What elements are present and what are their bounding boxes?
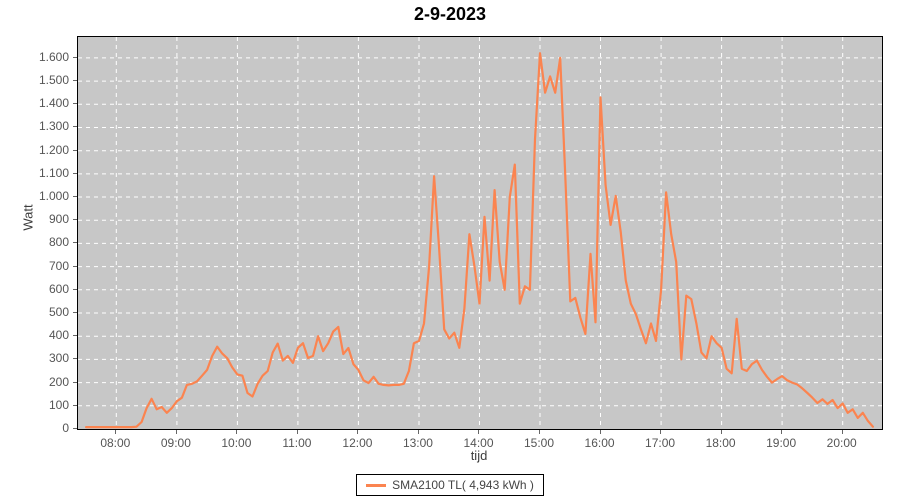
y-tick-mark — [73, 172, 77, 174]
y-tick-mark — [73, 428, 77, 429]
x-tick-mark — [236, 430, 238, 434]
y-tick-label: 1.300 — [38, 119, 69, 134]
x-tick-mark — [720, 430, 722, 434]
x-tick-label: 08:00 — [100, 436, 131, 450]
y-tick-mark — [73, 196, 77, 198]
y-tick-label: 900 — [48, 212, 69, 227]
y-tick-label: 1.500 — [38, 73, 69, 88]
y-tick-mark — [73, 288, 77, 290]
y-tick-label: 100 — [48, 397, 69, 412]
y-tick-mark — [73, 265, 77, 267]
legend-line-swatch — [366, 483, 387, 487]
y-tick-label: 200 — [48, 374, 69, 389]
x-tick-mark — [296, 430, 298, 434]
legend: SMA2100 TL( 4,943 kWh ) — [0, 474, 900, 496]
x-tick-mark — [841, 430, 843, 434]
x-tick-mark — [175, 430, 177, 434]
y-tick-mark — [73, 358, 77, 360]
x-tick-label: 19:00 — [766, 436, 797, 450]
x-tick-label: 18:00 — [705, 436, 736, 450]
x-tick-label: 11:00 — [282, 436, 312, 450]
legend-series-label: SMA2100 TL( 4,943 kWh ) — [392, 478, 534, 492]
y-tick-label: 400 — [48, 328, 69, 343]
y-tick-mark — [73, 103, 77, 105]
plot-area — [77, 36, 883, 430]
chart-title: 2-9-2023 — [413, 4, 487, 24]
x-tick-label: 15:00 — [524, 436, 555, 450]
x-tick-label: 16:00 — [584, 436, 615, 450]
y-tick-mark — [73, 335, 77, 337]
x-tick-mark — [357, 430, 359, 434]
x-tick-label: 14:00 — [463, 436, 494, 450]
x-tick-mark — [478, 430, 480, 434]
y-tick-label: 300 — [48, 351, 69, 366]
y-tick-label: 500 — [48, 305, 69, 320]
y-tick-mark — [73, 80, 77, 82]
y-tick-mark — [73, 312, 77, 314]
x-tick-mark — [781, 430, 783, 434]
y-tick-mark — [73, 126, 77, 128]
x-tick-label: 09:00 — [160, 436, 191, 450]
x-tick-label: 20:00 — [826, 436, 857, 450]
x-tick-mark — [115, 430, 117, 434]
y-tick-mark — [73, 242, 77, 244]
y-tick-label: 1.200 — [38, 142, 69, 157]
y-tick-label: 700 — [48, 258, 69, 273]
x-tick-label: 12:00 — [342, 436, 373, 450]
y-tick-mark — [73, 381, 77, 383]
x-tick-label: 13:00 — [402, 436, 433, 450]
y-tick-label: 1.100 — [38, 165, 69, 180]
y-tick-mark — [73, 56, 77, 58]
y-tick-label: 1.000 — [38, 189, 69, 204]
y-tick-label: 0 — [62, 421, 69, 435]
x-tick-mark — [417, 430, 419, 434]
x-tick-mark — [539, 430, 541, 434]
x-tick-mark — [660, 430, 662, 434]
x-tick-label: 10:00 — [221, 436, 252, 450]
y-tick-label: 1.600 — [38, 49, 69, 64]
x-axis-label: tijd — [470, 448, 488, 463]
y-tick-label: 1.400 — [38, 96, 69, 111]
y-tick-mark — [73, 149, 77, 151]
legend-box: SMA2100 TL( 4,943 kWh ) — [356, 474, 544, 496]
y-tick-label: 800 — [48, 235, 69, 250]
y-tick-mark — [73, 404, 77, 406]
y-tick-label: 600 — [48, 281, 69, 296]
y-tick-mark — [73, 219, 77, 221]
power-line-series — [78, 37, 882, 429]
x-tick-label: 17:00 — [645, 436, 676, 450]
x-tick-mark — [599, 430, 601, 434]
